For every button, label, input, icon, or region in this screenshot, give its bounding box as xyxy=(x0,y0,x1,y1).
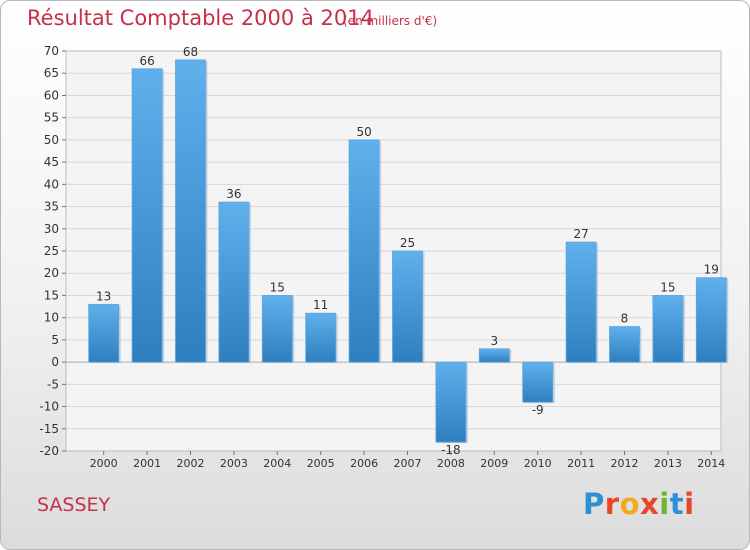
x-tick-label: 2008 xyxy=(437,457,465,470)
x-tick-label: 2003 xyxy=(220,457,248,470)
x-tick-label: 2012 xyxy=(611,457,639,470)
data-label: 8 xyxy=(621,312,629,326)
commune-name: SASSEY xyxy=(37,494,111,516)
y-tick-label: 0 xyxy=(51,355,59,369)
data-label: 3 xyxy=(490,334,498,348)
x-tick-label: 2007 xyxy=(394,457,422,470)
y-tick-label: 45 xyxy=(44,155,59,169)
bar xyxy=(261,295,293,363)
data-label: -9 xyxy=(532,403,544,417)
y-tick-label: -15 xyxy=(39,422,59,436)
logo-letter: t xyxy=(669,487,685,521)
bar xyxy=(131,68,163,363)
x-tick-label: 2000 xyxy=(90,457,118,470)
y-tick-label: 15 xyxy=(44,288,59,302)
y-tick-label: 70 xyxy=(44,44,59,58)
y-tick-label: 65 xyxy=(44,66,59,80)
x-tick-label: 2009 xyxy=(480,457,508,470)
logo-letter: r xyxy=(604,487,620,521)
data-label: 15 xyxy=(270,280,285,294)
bar xyxy=(435,361,467,443)
bar xyxy=(609,326,640,363)
y-tick-label: -10 xyxy=(39,400,59,414)
bar xyxy=(522,361,554,403)
y-tick-label: -20 xyxy=(39,444,59,458)
y-tick-label: 25 xyxy=(44,244,59,258)
data-label: 13 xyxy=(96,289,111,303)
bar xyxy=(305,312,337,363)
x-tick-label: 2006 xyxy=(350,457,378,470)
data-label: 50 xyxy=(356,125,371,139)
x-tick-label: 2010 xyxy=(524,457,552,470)
data-label: 15 xyxy=(660,280,675,294)
chart-subtitle: (en milliers d'€) xyxy=(343,14,438,28)
y-tick-label: 50 xyxy=(44,133,59,147)
x-tick-label: 2013 xyxy=(654,457,682,470)
y-tick-label: 30 xyxy=(44,222,59,236)
data-label: 68 xyxy=(183,45,198,59)
logo-letter: i xyxy=(684,487,695,521)
data-label: 11 xyxy=(313,298,328,312)
bar xyxy=(478,348,510,363)
y-tick-label: 5 xyxy=(51,333,59,347)
y-tick-label: 55 xyxy=(44,111,59,125)
proxiti-logo[interactable]: Proxiti xyxy=(583,487,695,521)
data-label: 66 xyxy=(139,54,154,68)
bar xyxy=(565,241,597,363)
bar xyxy=(88,303,120,363)
logo-letter: P xyxy=(583,487,605,521)
y-tick-label: 10 xyxy=(44,311,59,325)
y-tick-label: 20 xyxy=(44,266,59,280)
bar xyxy=(652,295,684,363)
y-tick-label: 35 xyxy=(44,200,59,214)
bar xyxy=(392,250,423,363)
logo-letter: x xyxy=(640,487,660,521)
x-tick-label: 2002 xyxy=(177,457,205,470)
y-tick-label: 40 xyxy=(44,177,59,191)
x-tick-label: 2011 xyxy=(567,457,595,470)
x-tick-label: 2004 xyxy=(263,457,291,470)
x-tick-label: 2005 xyxy=(307,457,335,470)
x-tick-label: 2014 xyxy=(697,457,725,470)
chart-title: Résultat Comptable 2000 à 2014 xyxy=(27,6,374,30)
data-label: 25 xyxy=(400,236,415,250)
y-tick-label: 60 xyxy=(44,88,59,102)
data-label: -18 xyxy=(441,443,461,457)
bar xyxy=(348,139,380,363)
data-label: 19 xyxy=(704,263,719,277)
bar xyxy=(218,201,250,363)
data-label: 27 xyxy=(573,227,588,241)
y-tick-label: -5 xyxy=(47,377,59,391)
bar xyxy=(175,59,206,363)
data-label: 36 xyxy=(226,187,241,201)
bar xyxy=(695,277,727,363)
logo-letter: i xyxy=(659,487,670,521)
x-tick-label: 2001 xyxy=(133,457,161,470)
logo-letter: o xyxy=(619,487,641,521)
